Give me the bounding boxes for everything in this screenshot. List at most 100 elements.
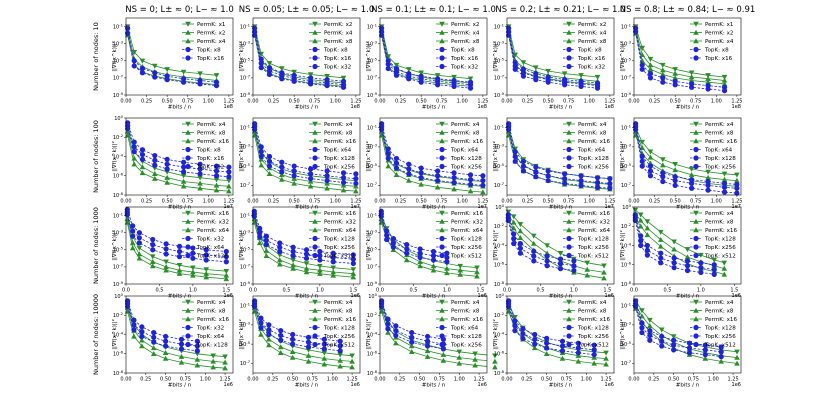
series-marker xyxy=(337,352,343,358)
series-marker xyxy=(451,170,457,176)
x-tick-label: 1.0 xyxy=(316,288,324,294)
y-tick-label: 10-9 xyxy=(113,280,124,288)
series-marker xyxy=(658,255,664,261)
series-marker xyxy=(149,258,156,264)
legend-label: TopK: x8 xyxy=(577,47,602,53)
series-marker xyxy=(163,267,169,273)
y-tick-label: 10-1 xyxy=(240,301,251,309)
series-marker xyxy=(279,169,285,175)
series-marker xyxy=(276,252,283,258)
series-marker xyxy=(223,248,229,255)
x-tick-label: 1.25 xyxy=(347,377,358,383)
x-multiplier: 1e6 xyxy=(732,382,741,388)
x-axis-label: #bits / n xyxy=(676,105,700,111)
series-marker xyxy=(660,162,666,168)
series-marker xyxy=(684,267,691,274)
series-marker xyxy=(531,253,537,259)
series-marker xyxy=(305,334,312,340)
series-marker xyxy=(266,71,273,78)
x-tick-label: 0.75 xyxy=(690,99,701,105)
series-marker xyxy=(638,238,644,244)
series-marker xyxy=(647,56,654,62)
legend-marker xyxy=(439,55,445,61)
y-tick-label: 10-9 xyxy=(621,91,632,99)
series-marker xyxy=(559,355,566,361)
series-marker xyxy=(660,75,666,81)
series-marker xyxy=(689,180,695,187)
series-marker xyxy=(150,345,157,351)
x-multiplier: 1e8 xyxy=(351,104,360,110)
series-marker xyxy=(705,182,711,188)
legend-marker xyxy=(312,244,318,250)
series-marker xyxy=(472,351,478,357)
x-tick-label: 0.25 xyxy=(394,377,405,383)
series-marker xyxy=(457,263,464,269)
x-tick-label: 0.75 xyxy=(309,99,320,105)
series-marker xyxy=(480,182,486,188)
x-tick-label: 0.50 xyxy=(287,377,298,383)
series-marker xyxy=(672,167,678,173)
legend-marker xyxy=(566,38,572,44)
series-line-0 xyxy=(127,26,217,76)
series-marker xyxy=(418,165,424,171)
x-tick-label: 1.25 xyxy=(604,199,615,205)
y-tick-label: 10-6 xyxy=(494,261,505,269)
series-marker xyxy=(721,74,728,80)
x-multiplier: 1e8 xyxy=(605,104,614,110)
legend-label: TopK: x128 xyxy=(450,156,482,162)
series-marker xyxy=(290,257,296,263)
series-marker xyxy=(194,343,200,349)
x-tick-label: 1.0 xyxy=(697,288,705,294)
legend-marker xyxy=(566,121,572,127)
series-marker xyxy=(178,359,185,365)
series-marker xyxy=(705,174,711,180)
series-marker xyxy=(671,239,677,245)
series-marker xyxy=(698,252,704,258)
series-marker xyxy=(151,339,157,345)
legend-label: PermK: x4 xyxy=(578,122,607,128)
x-axis-label: #bits / n xyxy=(168,205,192,211)
subplot-r1-c1: ||∇f(x^k)||² 10-1 10-3 10-5 10-7 0.00 0.25 0.50… xyxy=(238,117,361,211)
series-marker xyxy=(317,270,323,276)
series-marker xyxy=(517,222,524,228)
x-tick-label: 0.50 xyxy=(541,377,552,383)
legend-marker xyxy=(439,29,445,35)
y-tick-label: 10-7 xyxy=(240,263,251,271)
series-marker xyxy=(424,338,431,344)
y-tick-label: 10-4 xyxy=(494,241,505,249)
legend-label: PermK: x8 xyxy=(197,130,226,136)
legend-marker xyxy=(185,138,191,144)
series-marker xyxy=(385,329,391,335)
legend-label: PermK: x16 xyxy=(451,211,483,217)
series-marker xyxy=(124,212,130,218)
series-marker xyxy=(417,246,423,252)
series-marker xyxy=(176,270,183,276)
series-marker xyxy=(435,173,441,179)
series-marker xyxy=(517,228,524,234)
series-marker xyxy=(303,251,310,257)
y-tick-label: 10-3 xyxy=(621,39,632,47)
series-marker xyxy=(136,235,142,241)
legend-label: PermK: x4 xyxy=(705,39,734,45)
x-multiplier: 1e6 xyxy=(224,382,233,388)
series-marker xyxy=(125,125,131,132)
series-marker xyxy=(340,84,347,90)
x-tick-label: 0.5 xyxy=(282,288,290,294)
series-marker xyxy=(512,66,518,72)
legend-label: PermK: x16 xyxy=(705,228,737,234)
series-marker xyxy=(290,341,296,347)
series-marker xyxy=(203,267,210,273)
legend: PermK: x4 PermK: x8 PermK: x16 TopK: x64 Top… xyxy=(436,299,483,348)
series-marker xyxy=(520,158,527,164)
legend-label: PermK: x32 xyxy=(197,219,229,225)
series-marker xyxy=(178,353,185,359)
series-marker xyxy=(434,73,441,79)
series-marker xyxy=(544,253,550,259)
series-marker xyxy=(417,258,423,264)
series-marker xyxy=(660,67,666,73)
axes-frame xyxy=(506,117,615,196)
legend-label: TopK: x16 xyxy=(323,56,352,62)
series-marker xyxy=(533,65,539,71)
x-tick-label: 0.00 xyxy=(247,377,258,383)
series-marker xyxy=(430,263,437,269)
